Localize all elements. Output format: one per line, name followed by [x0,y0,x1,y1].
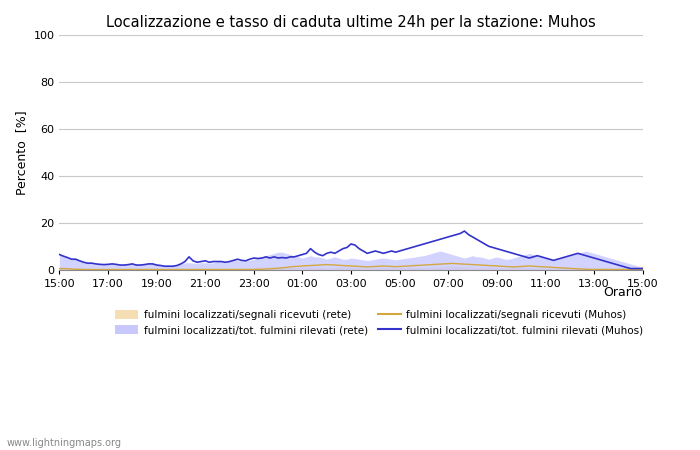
Y-axis label: Percento  [%]: Percento [%] [15,110,28,195]
Text: Orario: Orario [603,286,643,299]
Legend: fulmini localizzati/segnali ricevuti (rete), fulmini localizzati/tot. fulmini ri: fulmini localizzati/segnali ricevuti (re… [111,306,648,339]
Text: www.lightningmaps.org: www.lightningmaps.org [7,438,122,448]
Title: Localizzazione e tasso di caduta ultime 24h per la stazione: Muhos: Localizzazione e tasso di caduta ultime … [106,15,596,30]
